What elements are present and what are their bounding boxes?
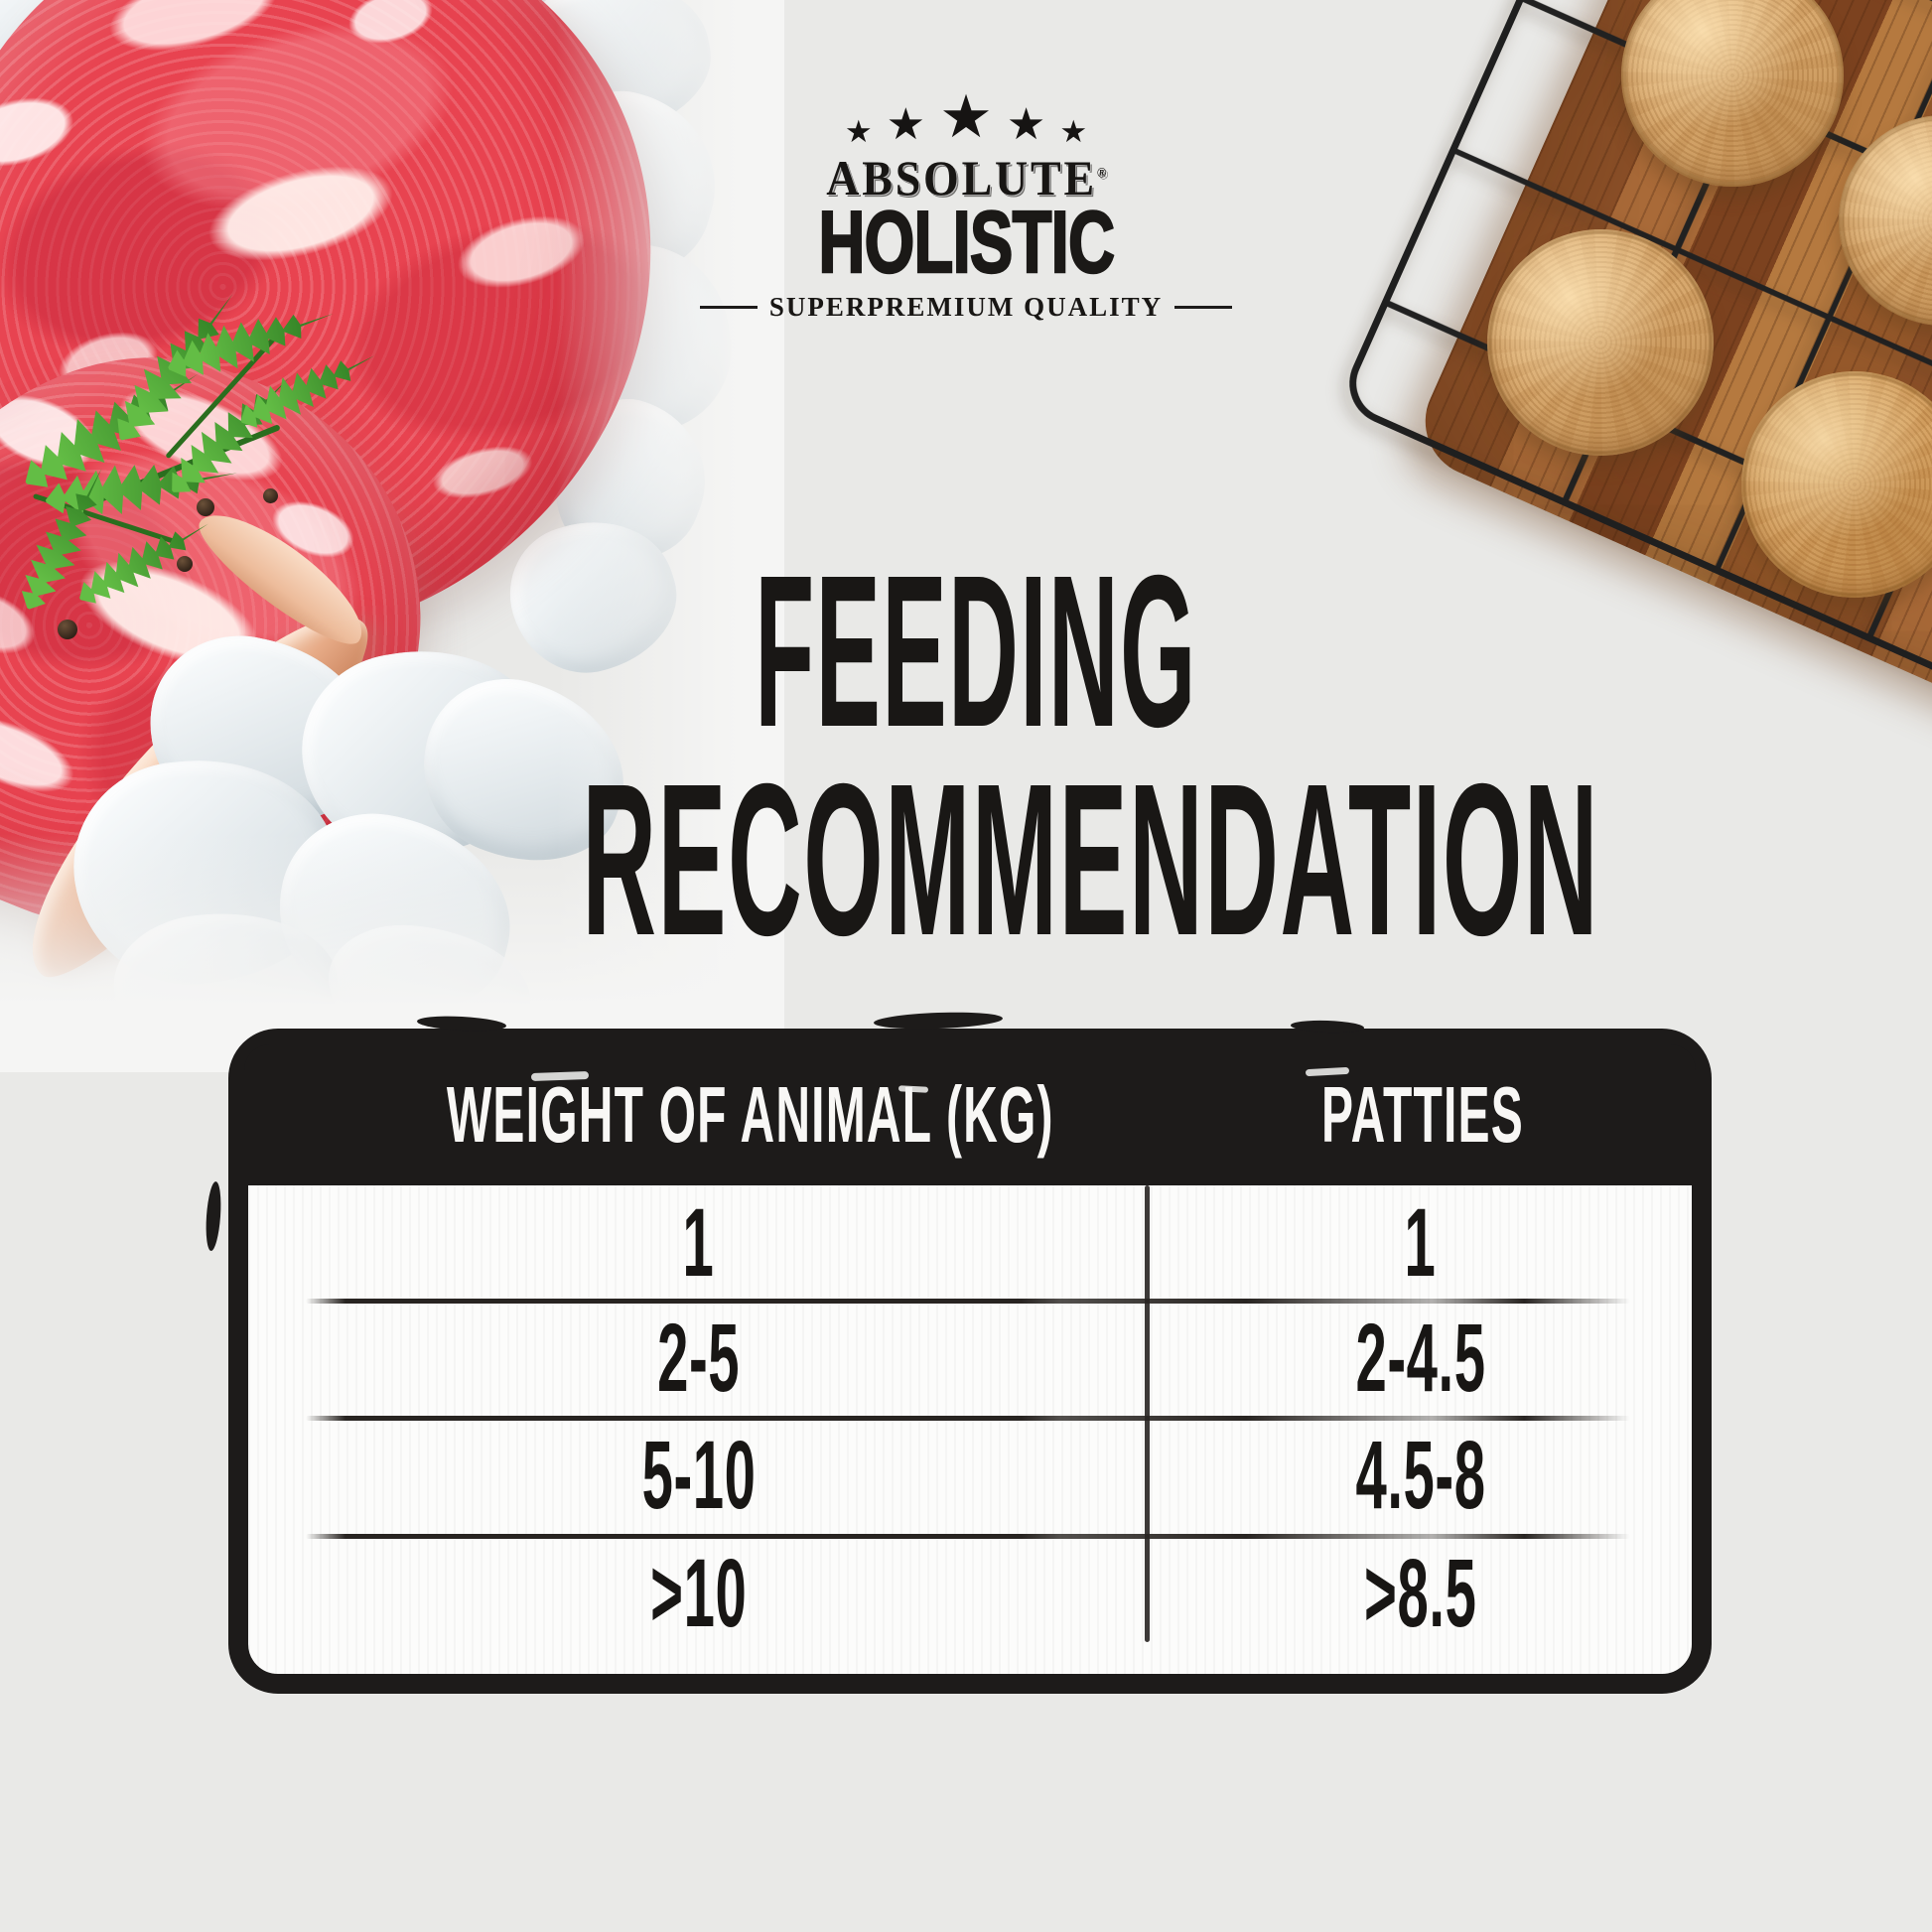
feeding-table-header: WEIGHT OF ANIMAL (KG) PATTIES (244, 1044, 1696, 1185)
row-divider (306, 1299, 1630, 1304)
patties-value: 2-4.5 (1355, 1303, 1486, 1412)
table-row: 2-5 2-4.5 (248, 1299, 1692, 1416)
table-row: >10 >8.5 (248, 1534, 1692, 1651)
weight-value: 5-10 (641, 1421, 757, 1529)
tagline-dash (699, 306, 758, 309)
patties-value: >8.5 (1363, 1538, 1477, 1647)
weight-value: 2-5 (657, 1303, 741, 1412)
peppercorn (197, 498, 214, 516)
brand-tagline: SUPERPREMIUM QUALITY (768, 292, 1164, 322)
table-row: 5-10 4.5-8 (248, 1416, 1692, 1534)
patties-value: 4.5-8 (1355, 1421, 1486, 1529)
star-icon: ★ (939, 83, 993, 150)
brand-tagline-row: SUPERPREMIUM QUALITY (699, 292, 1233, 322)
peppercorn (58, 620, 77, 639)
peppercorn (177, 556, 193, 572)
column-divider (1145, 1185, 1150, 1642)
page-title-line2: RECOMMENDATION (582, 740, 1599, 981)
column-header-patties: PATTIES (1321, 1070, 1525, 1159)
star-icon: ★ (844, 114, 873, 149)
table-row: 1 1 (248, 1185, 1692, 1299)
weight-value: >10 (650, 1538, 748, 1647)
tagline-dash (1174, 306, 1233, 309)
star-icon: ★ (1059, 114, 1088, 149)
patties-value: 1 (1404, 1187, 1437, 1297)
peppercorn (263, 488, 278, 503)
page-title-line1: FEEDING (755, 531, 1197, 772)
row-divider (306, 1534, 1630, 1539)
weight-value: 1 (682, 1187, 715, 1297)
feeding-table: WEIGHT OF ANIMAL (KG) PATTIES 1 1 2-5 2-… (228, 1029, 1712, 1694)
registered-mark: ® (1096, 166, 1107, 182)
star-rating-row: ★ ★ ★ ★ ★ (844, 83, 1088, 150)
brand-name-holistic: HOLISTIC (817, 193, 1116, 291)
brand-name-absolute: ABSOLUTE® (825, 150, 1107, 206)
star-icon: ★ (886, 100, 926, 149)
column-header-weight: WEIGHT OF ANIMAL (KG) (446, 1070, 1054, 1159)
brand-logo: ★ ★ ★ ★ ★ ABSOLUTE® HOLISTIC SUPERPREMIU… (0, 87, 1932, 321)
row-divider (306, 1416, 1630, 1421)
star-icon: ★ (1006, 100, 1046, 149)
